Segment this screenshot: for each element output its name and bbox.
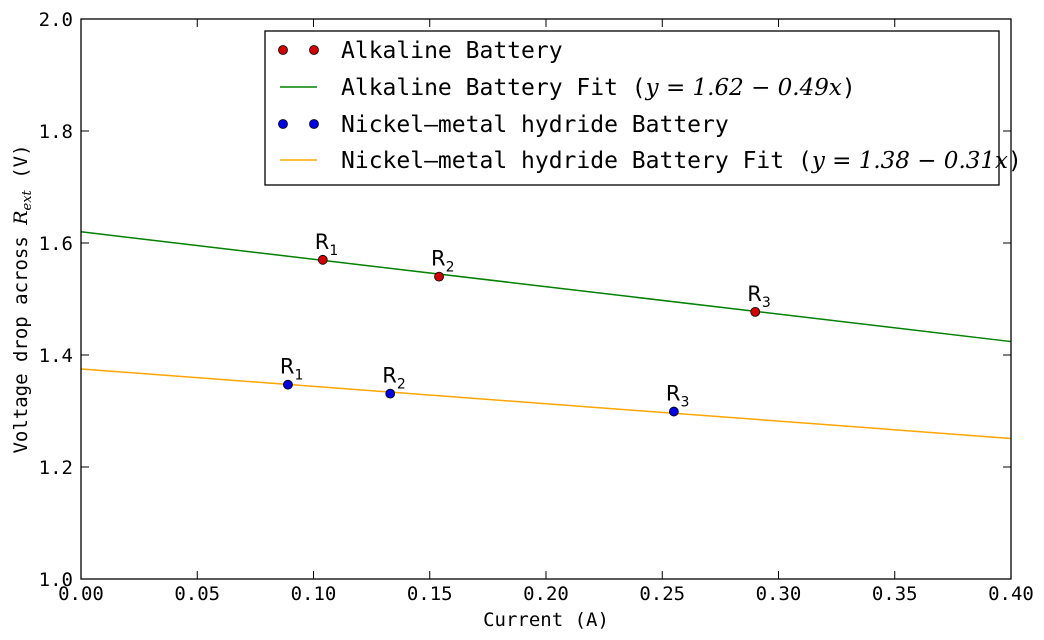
fit-line: [80, 231, 1012, 343]
y-axis-ticks: 1.0 1.2 1.4 1.6 1.8 2.0: [39, 9, 1011, 591]
legend-marker: [278, 45, 288, 55]
x-tick-label: 0.25: [639, 583, 685, 605]
x-tick-label: 0.15: [407, 583, 453, 605]
x-axis-label: Current (A): [483, 609, 609, 631]
y-tick-label: 1.8: [39, 121, 73, 143]
y-tick-label: 1.6: [39, 233, 73, 255]
data-point: [750, 306, 761, 317]
legend-label: Alkaline Battery Fit (y = 1.62 − 0.49x): [341, 75, 856, 101]
data-point-label: R1: [315, 230, 339, 259]
y-axis-label-suffix: (V): [10, 144, 32, 190]
y-tick-label: 1.0: [39, 569, 73, 591]
y-tick-label: 1.2: [39, 457, 73, 479]
legend: Alkaline Battery Alkaline Battery Fit (y…: [264, 30, 1022, 186]
plot-lines: [80, 231, 1012, 440]
y-tick-label: 1.4: [39, 345, 73, 367]
data-point-label: R2: [431, 247, 455, 276]
x-tick-label: 0.35: [872, 583, 918, 605]
point-labels: R1 R2 R3 R1 R2 R3: [280, 230, 771, 411]
legend-label: Alkaline Battery: [341, 38, 563, 64]
x-tick-label: 0.10: [291, 583, 337, 605]
x-tick-label: 0.40: [988, 583, 1034, 605]
data-point-label: R1: [280, 355, 304, 384]
data-point-label: R3: [747, 282, 771, 311]
legend-marker: [309, 119, 319, 129]
data-point: [668, 406, 679, 417]
legend-label-name: Nickel–metal hydride Battery Fit: [341, 148, 784, 174]
data-point: [385, 388, 396, 399]
x-tick-label: 0.00: [58, 583, 104, 605]
legend-label: Nickel–metal hydride Battery: [341, 112, 729, 138]
x-axis-ticks: 0.00 0.05 0.10 0.15 0.20 0.25 0.30 0.35 0.40: [58, 19, 1034, 605]
plot-points: [283, 254, 761, 417]
data-point: [434, 271, 444, 282]
data-point-label: R3: [666, 382, 690, 411]
data-point: [283, 379, 293, 390]
fit-line: [80, 368, 1012, 440]
legend-entry-alkaline: Alkaline Battery: [278, 38, 563, 64]
legend-box: [264, 30, 1000, 186]
x-tick-label: 0.30: [756, 583, 802, 605]
y-axis-label-prefix: Voltage drop across: [10, 225, 32, 454]
y-axis-label-symbol: R: [10, 210, 32, 225]
legend-marker: [309, 45, 319, 55]
y-axis-label: Voltage drop across Rext (V): [10, 144, 35, 453]
legend-equation: y = 1.62 − 0.49x: [645, 75, 842, 101]
legend-label: Nickel–metal hydride Battery Fit (y = 1.…: [341, 148, 1022, 174]
legend-equation: y = 1.38 − 0.31x: [811, 148, 1008, 174]
legend-label-name: Alkaline Battery Fit: [341, 75, 618, 101]
legend-entry-alkaline-fit: Alkaline Battery Fit (y = 1.62 − 0.49x): [280, 75, 856, 101]
legend-entry-nimh-fit: Nickel–metal hydride Battery Fit (y = 1.…: [280, 148, 1022, 174]
data-point: [317, 254, 328, 265]
data-point-label: R2: [382, 364, 406, 393]
legend-marker: [278, 119, 288, 129]
y-axis-label-symbol-sub: ext: [20, 189, 35, 210]
x-tick-label: 0.20: [523, 583, 569, 605]
y-tick-label: 2.0: [39, 9, 73, 31]
legend-entry-nimh: Nickel–metal hydride Battery: [278, 112, 729, 138]
x-tick-label: 0.05: [174, 583, 220, 605]
